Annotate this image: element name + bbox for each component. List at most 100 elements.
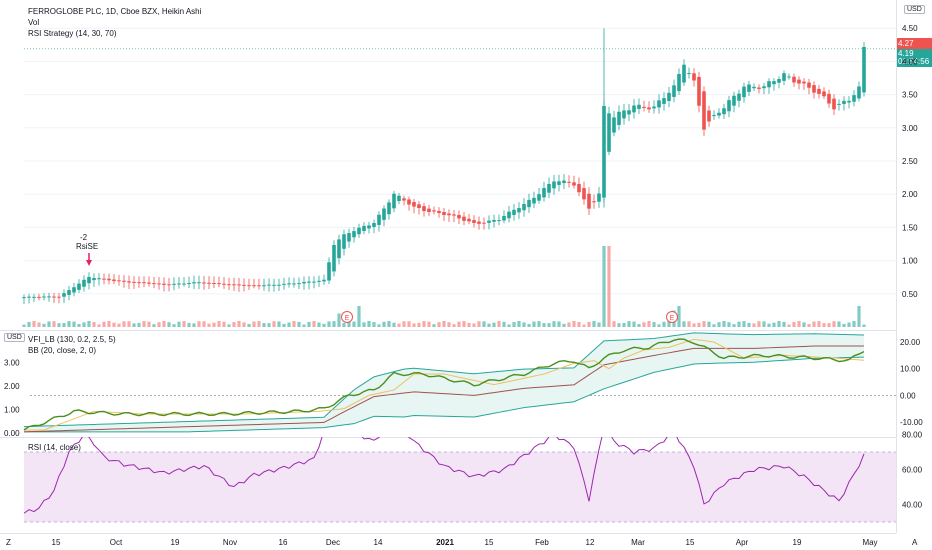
volume-bar bbox=[542, 323, 546, 327]
volume-bar bbox=[467, 322, 471, 327]
close-price-tag: 4.19 01:54:56 bbox=[896, 49, 932, 67]
candle bbox=[97, 273, 101, 286]
svg-text:E: E bbox=[345, 315, 350, 322]
volume-bar bbox=[742, 321, 746, 327]
candle bbox=[817, 84, 821, 99]
time-tick-label: 19 bbox=[793, 538, 802, 547]
bb-label[interactable]: BB (20, close, 2, 0) bbox=[28, 346, 97, 355]
volume-bar bbox=[147, 321, 151, 327]
candle bbox=[512, 203, 516, 221]
volume-bar bbox=[377, 324, 381, 327]
candle bbox=[767, 78, 771, 94]
currency-badge[interactable]: USD bbox=[904, 5, 925, 14]
volume-bar bbox=[372, 322, 376, 327]
candle bbox=[112, 274, 116, 285]
volume-bar bbox=[832, 321, 836, 327]
volume-bar bbox=[497, 321, 501, 327]
candle bbox=[232, 277, 236, 291]
log-toggle-button[interactable]: Z bbox=[6, 538, 11, 547]
volume-bar bbox=[692, 323, 696, 327]
candle bbox=[477, 216, 481, 230]
bb-lower bbox=[24, 356, 865, 433]
candle bbox=[277, 278, 281, 291]
rsi-label[interactable]: RSI (14, close) bbox=[28, 443, 81, 452]
auto-scale-button[interactable]: A bbox=[912, 538, 918, 547]
strategy-label[interactable]: RSI Strategy (14, 30, 70) bbox=[28, 29, 117, 38]
volume-bar bbox=[232, 322, 236, 327]
volume-bar bbox=[92, 322, 96, 327]
volume-bar bbox=[192, 323, 196, 327]
volume-bar bbox=[162, 321, 166, 327]
volume-bar bbox=[532, 321, 536, 327]
candle bbox=[527, 193, 531, 214]
volume-bar bbox=[667, 321, 671, 327]
candle bbox=[522, 197, 526, 217]
time-tick-label: Dec bbox=[326, 538, 340, 547]
candle bbox=[782, 70, 786, 86]
volume-bar bbox=[857, 306, 861, 327]
volume-bar bbox=[492, 322, 496, 327]
volume-bar bbox=[772, 322, 776, 327]
volume-bar bbox=[187, 322, 191, 327]
volume-bar bbox=[457, 321, 461, 327]
candle bbox=[752, 83, 756, 92]
candle bbox=[777, 76, 781, 89]
price-tick-label: 1.00 bbox=[902, 257, 918, 266]
candle bbox=[312, 276, 316, 289]
candle bbox=[142, 276, 146, 288]
volume-bar bbox=[607, 246, 611, 327]
time-tick-label: 15 bbox=[686, 538, 695, 547]
vfi-pane[interactable] bbox=[0, 330, 896, 436]
symbol-title[interactable]: FERROGLOBE PLC, 1D, Cboe BZX, Heikin Ash… bbox=[28, 7, 202, 16]
earnings-marker: E bbox=[341, 311, 353, 323]
candle bbox=[147, 276, 151, 287]
volume-bar bbox=[657, 324, 661, 327]
rsi-line bbox=[23, 437, 865, 514]
bb-basis bbox=[23, 345, 864, 433]
vfi-currency-badge[interactable]: USD bbox=[4, 333, 25, 342]
candle bbox=[792, 73, 796, 87]
volume-bar bbox=[342, 323, 346, 327]
vol-label[interactable]: Vol bbox=[28, 18, 40, 27]
volume-bar bbox=[27, 321, 31, 327]
volume-bar bbox=[642, 322, 646, 327]
candle bbox=[337, 234, 341, 265]
vfi-left-tick-label: 2.00 bbox=[4, 382, 20, 391]
volume-bar bbox=[727, 322, 731, 327]
candle bbox=[502, 210, 506, 224]
candle bbox=[807, 78, 811, 95]
volume-bar bbox=[447, 322, 451, 327]
rsi-pane[interactable] bbox=[0, 437, 896, 533]
volume-bar bbox=[307, 321, 311, 327]
vfi-label[interactable]: VFI_LB (130, 0.2, 2.5, 5) bbox=[28, 335, 116, 344]
price-axis[interactable]: 4.50 4.00 3.50 3.00 2.50 2.00 1.50 1.00 0.50 20.0… bbox=[896, 0, 932, 533]
volume-bar bbox=[402, 321, 406, 327]
volume-bar bbox=[522, 322, 526, 327]
candle bbox=[617, 105, 621, 131]
volume-bar bbox=[242, 322, 246, 327]
candle bbox=[47, 292, 51, 302]
time-tick-label: 12 bbox=[586, 538, 595, 547]
candle bbox=[827, 89, 831, 108]
volume-bar bbox=[462, 321, 466, 327]
time-tick-label: Oct bbox=[110, 538, 123, 547]
volume-bar bbox=[767, 323, 771, 327]
volume-bar bbox=[817, 321, 821, 327]
candle bbox=[262, 278, 266, 291]
candle bbox=[237, 277, 241, 292]
volume-bar bbox=[197, 321, 201, 327]
volume-bar bbox=[477, 321, 481, 327]
volume-bar bbox=[617, 323, 621, 327]
volume-bar bbox=[42, 323, 46, 327]
candle bbox=[217, 276, 221, 288]
volume-bar bbox=[247, 323, 251, 327]
legend-main: FERROGLOBE PLC, 1D, Cboe BZX, Heikin Ash… bbox=[28, 6, 201, 39]
volume-bar bbox=[797, 321, 801, 327]
candle bbox=[722, 103, 726, 119]
candle bbox=[757, 84, 761, 94]
candle bbox=[252, 278, 256, 289]
time-axis[interactable]: 15 Oct 19 Nov 16 Dec 14 2021 15 Feb 12 Mar 15 Apr 19 Ma… bbox=[0, 533, 896, 550]
volume-bar bbox=[157, 322, 161, 327]
